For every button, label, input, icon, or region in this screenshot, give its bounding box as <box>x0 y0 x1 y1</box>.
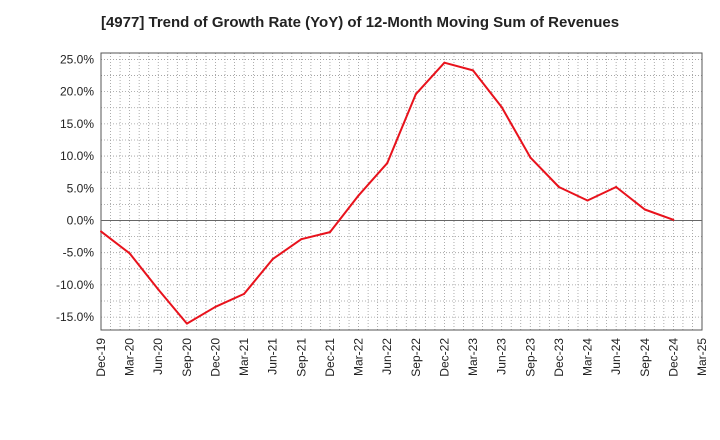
chart-title: [4977] Trend of Growth Rate (YoY) of 12-… <box>100 14 620 31</box>
data-point <box>529 156 532 159</box>
data-point <box>243 292 246 295</box>
plot-area-border <box>100 52 703 331</box>
data-point <box>300 238 303 241</box>
tick-labels: 25.0% 20.0% 15.0% 10.0% 5.0% 0.0% -5.0% -10.0% -… <box>56 52 709 376</box>
data-point <box>643 208 646 211</box>
data-point <box>157 288 160 291</box>
x-tick-label: Dec-21 <box>323 338 337 377</box>
x-tick-label: Mar-22 <box>352 338 366 376</box>
x-tick-label: Mar-23 <box>466 338 480 376</box>
x-tick-label: Sep-20 <box>180 338 194 377</box>
data-point <box>472 69 475 72</box>
x-tick-label: Dec-23 <box>552 338 566 377</box>
x-tick-label: Sep-23 <box>523 338 537 377</box>
x-tick-label: Dec-20 <box>208 338 222 377</box>
data-point <box>414 93 417 96</box>
x-tick-label: Mar-25 <box>695 338 709 376</box>
x-tick-label: Dec-24 <box>666 338 680 377</box>
x-tick-label: Sep-24 <box>638 338 652 377</box>
y-tick-label: 5.0% <box>67 181 95 195</box>
data-point <box>357 194 360 197</box>
data-point <box>271 258 274 261</box>
x-tick-label: Mar-24 <box>581 338 595 376</box>
data-point <box>214 305 217 308</box>
x-tick-label: Dec-22 <box>437 338 451 377</box>
series-layer <box>100 61 675 325</box>
data-point <box>586 199 589 202</box>
x-tick-label: Jun-23 <box>495 338 509 375</box>
data-point <box>185 322 188 325</box>
data-point <box>500 106 503 109</box>
gridlines <box>101 53 702 330</box>
y-tick-label: -15.0% <box>56 310 94 324</box>
x-tick-label: Jun-20 <box>151 338 165 375</box>
data-point <box>615 185 618 188</box>
data-point <box>443 61 446 64</box>
x-tick-label: Jun-24 <box>609 338 623 375</box>
data-point <box>128 252 131 255</box>
axes <box>100 52 703 331</box>
x-tick-label: Dec-19 <box>94 338 108 377</box>
x-tick-label: Sep-22 <box>409 338 423 377</box>
x-tick-label: Jun-21 <box>266 338 280 375</box>
data-point <box>386 162 389 165</box>
data-point <box>328 231 331 234</box>
y-tick-label: 25.0% <box>60 52 94 66</box>
y-tick-label: 0.0% <box>67 213 95 227</box>
x-tick-label: Mar-20 <box>123 338 137 376</box>
y-tick-label: 10.0% <box>60 149 94 163</box>
y-tick-label: -5.0% <box>63 246 95 260</box>
data-point <box>100 230 102 233</box>
x-tick-label: Jun-22 <box>380 338 394 375</box>
y-tick-label: -10.0% <box>56 278 94 292</box>
data-point <box>557 185 560 188</box>
x-tick-label: Mar-21 <box>237 338 251 376</box>
y-tick-label: 15.0% <box>60 117 94 131</box>
y-tick-label: 20.0% <box>60 85 94 99</box>
data-point <box>672 218 675 221</box>
x-tick-label: Sep-21 <box>294 338 308 377</box>
